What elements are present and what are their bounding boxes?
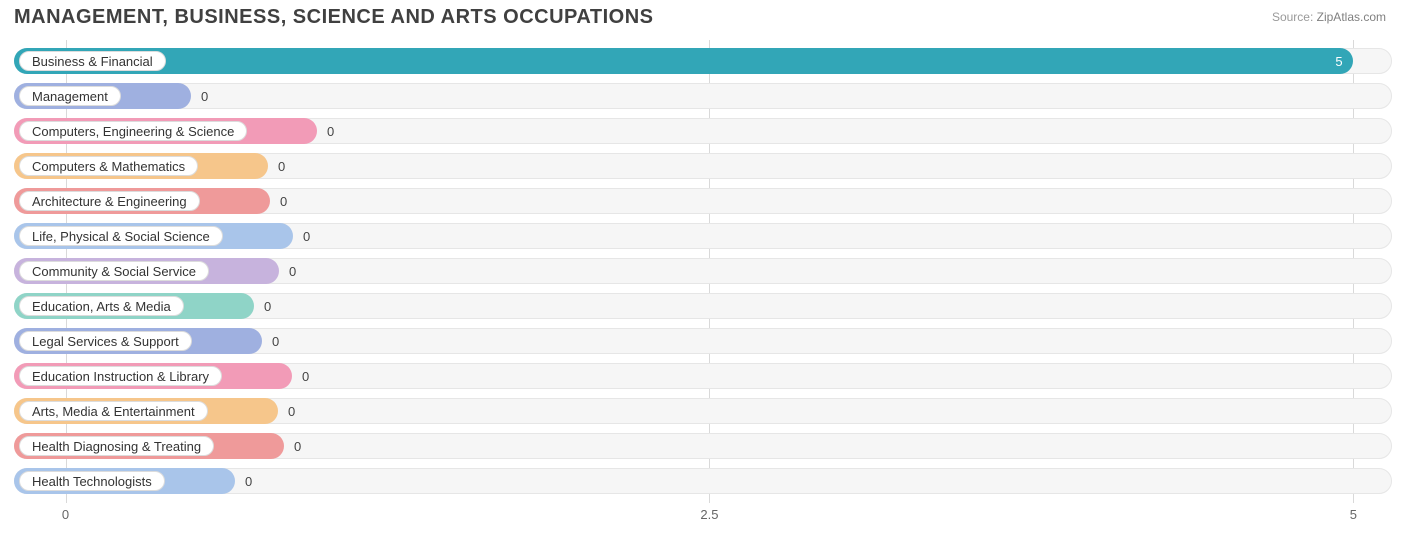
chart-plot-area: 02.55Business & Financial5Management0Com…	[14, 40, 1392, 530]
category-pill: Arts, Media & Entertainment	[19, 401, 208, 421]
bar-row: Health Diagnosing & Treating 0	[14, 433, 1392, 459]
value-label: 0	[272, 328, 279, 354]
value-label: 0	[289, 258, 296, 284]
value-label: 0	[201, 83, 208, 109]
source-label: Source:	[1272, 10, 1313, 24]
value-label: 0	[327, 118, 334, 144]
category-pill: Computers & Mathematics	[19, 156, 198, 176]
bar-row: Computers, Engineering & Science 0	[14, 118, 1392, 144]
category-pill: Health Technologists	[19, 471, 165, 491]
category-pill: Management	[19, 86, 121, 106]
bar-row: Education, Arts & Media 0	[14, 293, 1392, 319]
bar-row: Computers & Mathematics 0	[14, 153, 1392, 179]
chart-title: MANAGEMENT, BUSINESS, SCIENCE AND ARTS O…	[14, 6, 653, 29]
source-value: ZipAtlas.com	[1317, 10, 1386, 24]
value-label: 5	[1335, 48, 1342, 74]
category-pill: Life, Physical & Social Science	[19, 226, 223, 246]
bar-row: Community & Social Service 0	[14, 258, 1392, 284]
bar-row: Health Technologists 0	[14, 468, 1392, 494]
bar-row: Education Instruction & Library 0	[14, 363, 1392, 389]
source-attribution: Source: ZipAtlas.com	[1272, 10, 1386, 24]
x-tick-label: 0	[62, 507, 69, 522]
bar-track	[14, 83, 1392, 109]
value-label: 0	[294, 433, 301, 459]
category-pill: Health Diagnosing & Treating	[19, 436, 214, 456]
value-label: 0	[288, 398, 295, 424]
bar-row: Business & Financial 5	[14, 48, 1392, 74]
value-label: 0	[280, 188, 287, 214]
value-label: 0	[303, 223, 310, 249]
category-pill: Community & Social Service	[19, 261, 209, 281]
category-pill: Computers, Engineering & Science	[19, 121, 247, 141]
category-pill: Legal Services & Support	[19, 331, 192, 351]
category-pill: Business & Financial	[19, 51, 166, 71]
value-label: 0	[245, 468, 252, 494]
bar-row: Architecture & Engineering 0	[14, 188, 1392, 214]
value-label: 0	[278, 153, 285, 179]
bar-fill	[14, 48, 1353, 74]
x-tick-label: 5	[1350, 507, 1357, 522]
category-pill: Architecture & Engineering	[19, 191, 200, 211]
x-tick-label: 2.5	[700, 507, 718, 522]
bar-row: Life, Physical & Social Science 0	[14, 223, 1392, 249]
category-pill: Education, Arts & Media	[19, 296, 184, 316]
category-pill: Education Instruction & Library	[19, 366, 222, 386]
bar-row: Legal Services & Support 0	[14, 328, 1392, 354]
value-label: 0	[264, 293, 271, 319]
bar-row: Management 0	[14, 83, 1392, 109]
bar-row: Arts, Media & Entertainment 0	[14, 398, 1392, 424]
value-label: 0	[302, 363, 309, 389]
